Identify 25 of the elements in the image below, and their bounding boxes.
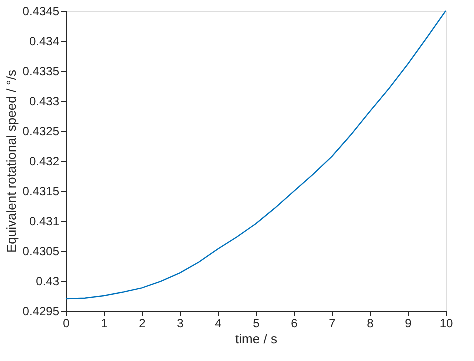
x-tick-label: 6 bbox=[291, 316, 298, 330]
x-tick-label: 9 bbox=[405, 316, 412, 330]
y-tick-label: 0.4325 bbox=[22, 124, 60, 138]
x-tick-label: 4 bbox=[215, 316, 222, 330]
x-tick-label: 7 bbox=[329, 316, 336, 330]
x-tick-label: 5 bbox=[253, 316, 260, 330]
x-tick-label: 3 bbox=[177, 316, 184, 330]
y-tick-label: 0.4295 bbox=[22, 304, 60, 318]
x-tick-label: 8 bbox=[367, 316, 374, 330]
y-tick-label: 0.433 bbox=[29, 94, 60, 108]
y-tick-label: 0.434 bbox=[29, 34, 60, 48]
x-tick-label: 1 bbox=[101, 316, 108, 330]
y-tick-label: 0.432 bbox=[29, 154, 60, 168]
x-tick-label: 10 bbox=[440, 316, 454, 330]
y-tick-label: 0.4335 bbox=[22, 64, 60, 78]
line-series bbox=[65, 10, 447, 300]
y-tick-label: 0.43 bbox=[36, 274, 60, 288]
x-tick-label: 2 bbox=[139, 316, 146, 330]
y-tick-label: 0.4345 bbox=[22, 4, 60, 18]
x-axis-title: time / s bbox=[236, 332, 278, 346]
y-tick-label: 0.4315 bbox=[22, 184, 60, 198]
y-tick-label: 0.431 bbox=[29, 214, 60, 228]
y-tick-label: 0.4305 bbox=[22, 244, 60, 258]
y-axis-title: Equivalent rotational speed / °/s bbox=[4, 70, 19, 253]
x-tick-label: 0 bbox=[63, 316, 70, 330]
